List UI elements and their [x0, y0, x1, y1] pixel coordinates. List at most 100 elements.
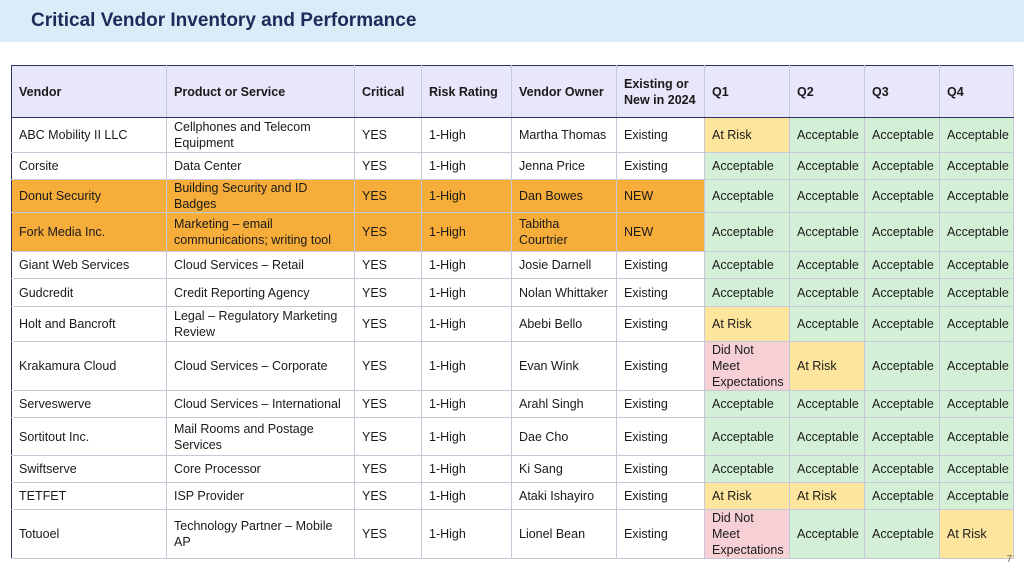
cell-q4: Acceptable [939, 152, 1014, 180]
cell-q2: Acceptable [789, 212, 865, 252]
cell-q4: Acceptable [939, 117, 1014, 153]
cell-product: Cloud Services – International [166, 390, 355, 418]
cell-q2: Acceptable [789, 278, 865, 307]
cell-critical: YES [354, 455, 422, 483]
cell-q3: Acceptable [864, 212, 940, 252]
cell-owner: Evan Wink [511, 341, 617, 391]
page-title: Critical Vendor Inventory and Performanc… [31, 10, 417, 31]
cell-owner: Nolan Whittaker [511, 278, 617, 307]
table-row: Totuoel Technology Partner – Mobile AP YES… [11, 509, 1014, 559]
cell-owner: Martha Thomas [511, 117, 617, 153]
page-number: 7 [1006, 554, 1012, 565]
cell-risk: 1-High [421, 306, 512, 342]
table-header-row: Vendor Product or Service Critical Risk … [11, 65, 1014, 118]
cell-product: Cloud Services – Retail [166, 251, 355, 279]
cell-q2: Acceptable [789, 251, 865, 279]
cell-q4: Acceptable [939, 482, 1014, 510]
cell-critical: YES [354, 417, 422, 456]
table-row: Corsite Data Center YES 1-High Jenna Price Ex… [11, 152, 1014, 180]
cell-product: Core Processor [166, 455, 355, 483]
cell-status: Existing [616, 278, 705, 307]
cell-status: Existing [616, 306, 705, 342]
cell-product: Credit Reporting Agency [166, 278, 355, 307]
cell-vendor: ABC Mobility II LLC [11, 117, 167, 153]
cell-status: Existing [616, 482, 705, 510]
table-row: TETFET ISP Provider YES 1-High Ataki Ishayir… [11, 482, 1014, 510]
cell-critical: YES [354, 179, 422, 213]
cell-q1: Acceptable [704, 278, 790, 307]
cell-q3: Acceptable [864, 179, 940, 213]
title-bar: Critical Vendor Inventory and Performanc… [0, 0, 1024, 42]
cell-risk: 1-High [421, 117, 512, 153]
cell-vendor: TETFET [11, 482, 167, 510]
cell-q3: Acceptable [864, 509, 940, 559]
table-row: Holt and Bancroft Legal – Regulatory Mark… [11, 306, 1014, 342]
column-header-q4: Q4 [939, 65, 1014, 118]
table-row: Sortitout Inc. Mail Rooms and Postage Ser… [11, 417, 1014, 456]
cell-risk: 1-High [421, 417, 512, 456]
cell-product: Building Security and ID Badges [166, 179, 355, 213]
cell-owner: Dae Cho [511, 417, 617, 456]
cell-status: Existing [616, 341, 705, 391]
cell-vendor: Giant Web Services [11, 251, 167, 279]
cell-risk: 1-High [421, 278, 512, 307]
cell-risk: 1-High [421, 509, 512, 559]
cell-risk: 1-High [421, 341, 512, 391]
cell-q2: At Risk [789, 482, 865, 510]
cell-status: Existing [616, 509, 705, 559]
table-row: Serveswerve Cloud Services – Internationa… [11, 390, 1014, 418]
cell-product: Mail Rooms and Postage Services [166, 417, 355, 456]
cell-critical: YES [354, 306, 422, 342]
cell-status: NEW [616, 212, 705, 252]
cell-critical: YES [354, 117, 422, 153]
cell-q2: At Risk [789, 341, 865, 391]
cell-owner: Abebi Bello [511, 306, 617, 342]
cell-owner: Ki Sang [511, 455, 617, 483]
cell-owner: Ataki Ishayiro [511, 482, 617, 510]
column-header-product: Product or Service [166, 65, 355, 118]
cell-q3: Acceptable [864, 278, 940, 307]
column-header-risk-rating: Risk Rating [421, 65, 512, 118]
cell-vendor: Swiftserve [11, 455, 167, 483]
cell-q1: At Risk [704, 306, 790, 342]
cell-vendor: Krakamura Cloud [11, 341, 167, 391]
cell-owner: Arahl Singh [511, 390, 617, 418]
cell-q2: Acceptable [789, 117, 865, 153]
cell-owner: Tabitha Courtrier [511, 212, 617, 252]
cell-q2: Acceptable [789, 455, 865, 483]
cell-q1: At Risk [704, 117, 790, 153]
cell-q2: Acceptable [789, 179, 865, 213]
cell-vendor: Totuoel [11, 509, 167, 559]
cell-q3: Acceptable [864, 117, 940, 153]
cell-status: Existing [616, 251, 705, 279]
cell-critical: YES [354, 482, 422, 510]
cell-product: Marketing – email communications; writin… [166, 212, 355, 252]
cell-product: Data Center [166, 152, 355, 180]
cell-status: NEW [616, 179, 705, 213]
cell-owner: Lionel Bean [511, 509, 617, 559]
cell-q4: Acceptable [939, 306, 1014, 342]
cell-q4: Acceptable [939, 455, 1014, 483]
cell-vendor: Donut Security [11, 179, 167, 213]
cell-q3: Acceptable [864, 341, 940, 391]
table-row: Giant Web Services Cloud Services – Retai… [11, 251, 1014, 279]
cell-q2: Acceptable [789, 390, 865, 418]
cell-q1: Acceptable [704, 390, 790, 418]
cell-critical: YES [354, 341, 422, 391]
cell-risk: 1-High [421, 251, 512, 279]
cell-q1: Acceptable [704, 152, 790, 180]
cell-q1: Did Not Meet Expectations [704, 509, 790, 559]
cell-critical: YES [354, 390, 422, 418]
cell-vendor: Serveswerve [11, 390, 167, 418]
table-row: Krakamura Cloud Cloud Services – Corporat… [11, 341, 1014, 391]
cell-risk: 1-High [421, 482, 512, 510]
cell-q4: Acceptable [939, 278, 1014, 307]
table-row: ABC Mobility II LLC Cellphones and Teleco… [11, 117, 1014, 153]
cell-q1: Acceptable [704, 417, 790, 456]
cell-q1: At Risk [704, 482, 790, 510]
column-header-existing-or-new: Existing or New in 2024 [616, 65, 705, 118]
column-header-vendor-owner: Vendor Owner [511, 65, 617, 118]
cell-q1: Acceptable [704, 212, 790, 252]
cell-q3: Acceptable [864, 251, 940, 279]
cell-owner: Josie Darnell [511, 251, 617, 279]
